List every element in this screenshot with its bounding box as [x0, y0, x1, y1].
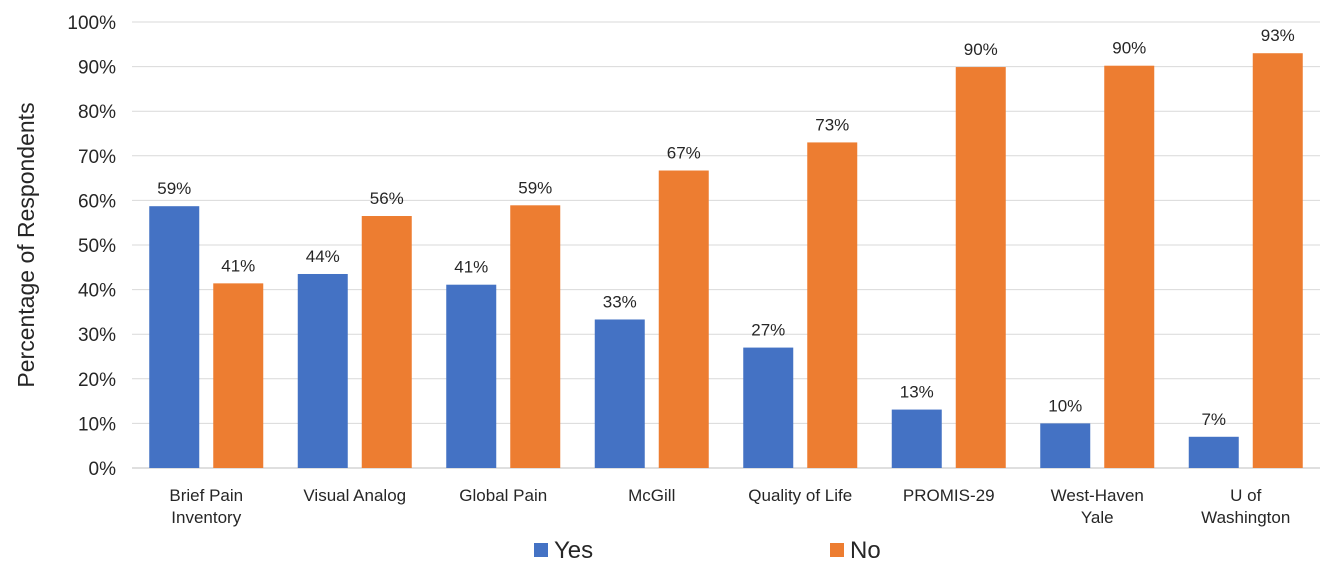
y-tick-label: 70%	[78, 147, 116, 168]
data-labels: 59% 41% 44% 56% 41% 59% 33% 67% 27% 73% 13% 90% 10% 9…	[157, 26, 1295, 429]
x-category-label: Inventory	[171, 508, 241, 527]
bar-yes	[743, 347, 794, 468]
bar-yes	[891, 409, 942, 468]
legend-swatch-yes	[534, 543, 548, 557]
data-label: 7%	[1201, 410, 1226, 429]
y-tick-label: 60%	[78, 191, 116, 212]
data-label: 73%	[815, 115, 849, 134]
data-label: 27%	[751, 321, 785, 340]
y-tick-label: 100%	[67, 13, 116, 34]
data-label: 41%	[454, 258, 488, 277]
x-axis-categories: Brief Pain Inventory Visual Analog Global P…	[169, 486, 1290, 527]
legend: Yes No	[534, 537, 881, 562]
y-axis-ticks: 0% 10% 20% 30% 40% 50% 60% 70% 80% 90% 100%	[67, 13, 116, 480]
data-label: 10%	[1048, 396, 1082, 415]
bar-yes	[1040, 423, 1091, 468]
bar-yes	[297, 273, 348, 468]
x-category-label: West-Haven	[1051, 486, 1144, 505]
data-label: 41%	[221, 256, 255, 275]
y-tick-label: 10%	[78, 414, 116, 435]
data-label: 13%	[900, 383, 934, 402]
y-tick-label: 0%	[89, 459, 117, 480]
y-tick-label: 20%	[78, 370, 116, 391]
data-label: 67%	[667, 144, 701, 163]
x-category-label: U of	[1230, 486, 1261, 505]
bar-no	[510, 205, 561, 468]
bar-no	[658, 170, 709, 468]
bar-no	[807, 142, 858, 469]
data-label: 56%	[370, 189, 404, 208]
bar-no	[361, 216, 412, 468]
bars	[149, 53, 1303, 469]
legend-label-yes: Yes	[554, 537, 593, 562]
data-label: 93%	[1261, 26, 1295, 45]
legend-label-no: No	[850, 537, 881, 562]
y-tick-label: 80%	[78, 102, 116, 123]
data-label: 59%	[518, 178, 552, 197]
x-category-label: Global Pain	[459, 486, 547, 505]
y-axis-label: Percentage of Respondents	[13, 102, 39, 387]
x-category-label: Yale	[1081, 508, 1114, 527]
data-label: 59%	[157, 179, 191, 198]
y-tick-label: 30%	[78, 325, 116, 346]
x-category-label: Visual Analog	[303, 486, 406, 505]
x-category-label: PROMIS-29	[903, 486, 995, 505]
bar-yes	[594, 319, 645, 468]
bar-yes	[149, 206, 200, 468]
y-tick-label: 40%	[78, 281, 116, 302]
x-category-label: Washington	[1201, 508, 1290, 527]
bar-no	[213, 283, 264, 468]
x-category-label: Quality of Life	[748, 486, 852, 505]
bar-no	[1104, 65, 1155, 468]
x-category-label: McGill	[628, 486, 675, 505]
y-tick-label: 50%	[78, 236, 116, 257]
bar-no	[1252, 53, 1303, 468]
bar-yes	[446, 284, 497, 468]
y-tick-label: 90%	[78, 58, 116, 79]
data-label: 44%	[306, 247, 340, 266]
bar-no	[955, 67, 1006, 469]
data-label: 90%	[964, 40, 998, 59]
x-category-label: Brief Pain	[169, 486, 243, 505]
bar-yes	[1188, 436, 1239, 468]
data-label: 33%	[603, 292, 637, 311]
legend-swatch-no	[830, 543, 844, 557]
data-label: 90%	[1112, 39, 1146, 58]
